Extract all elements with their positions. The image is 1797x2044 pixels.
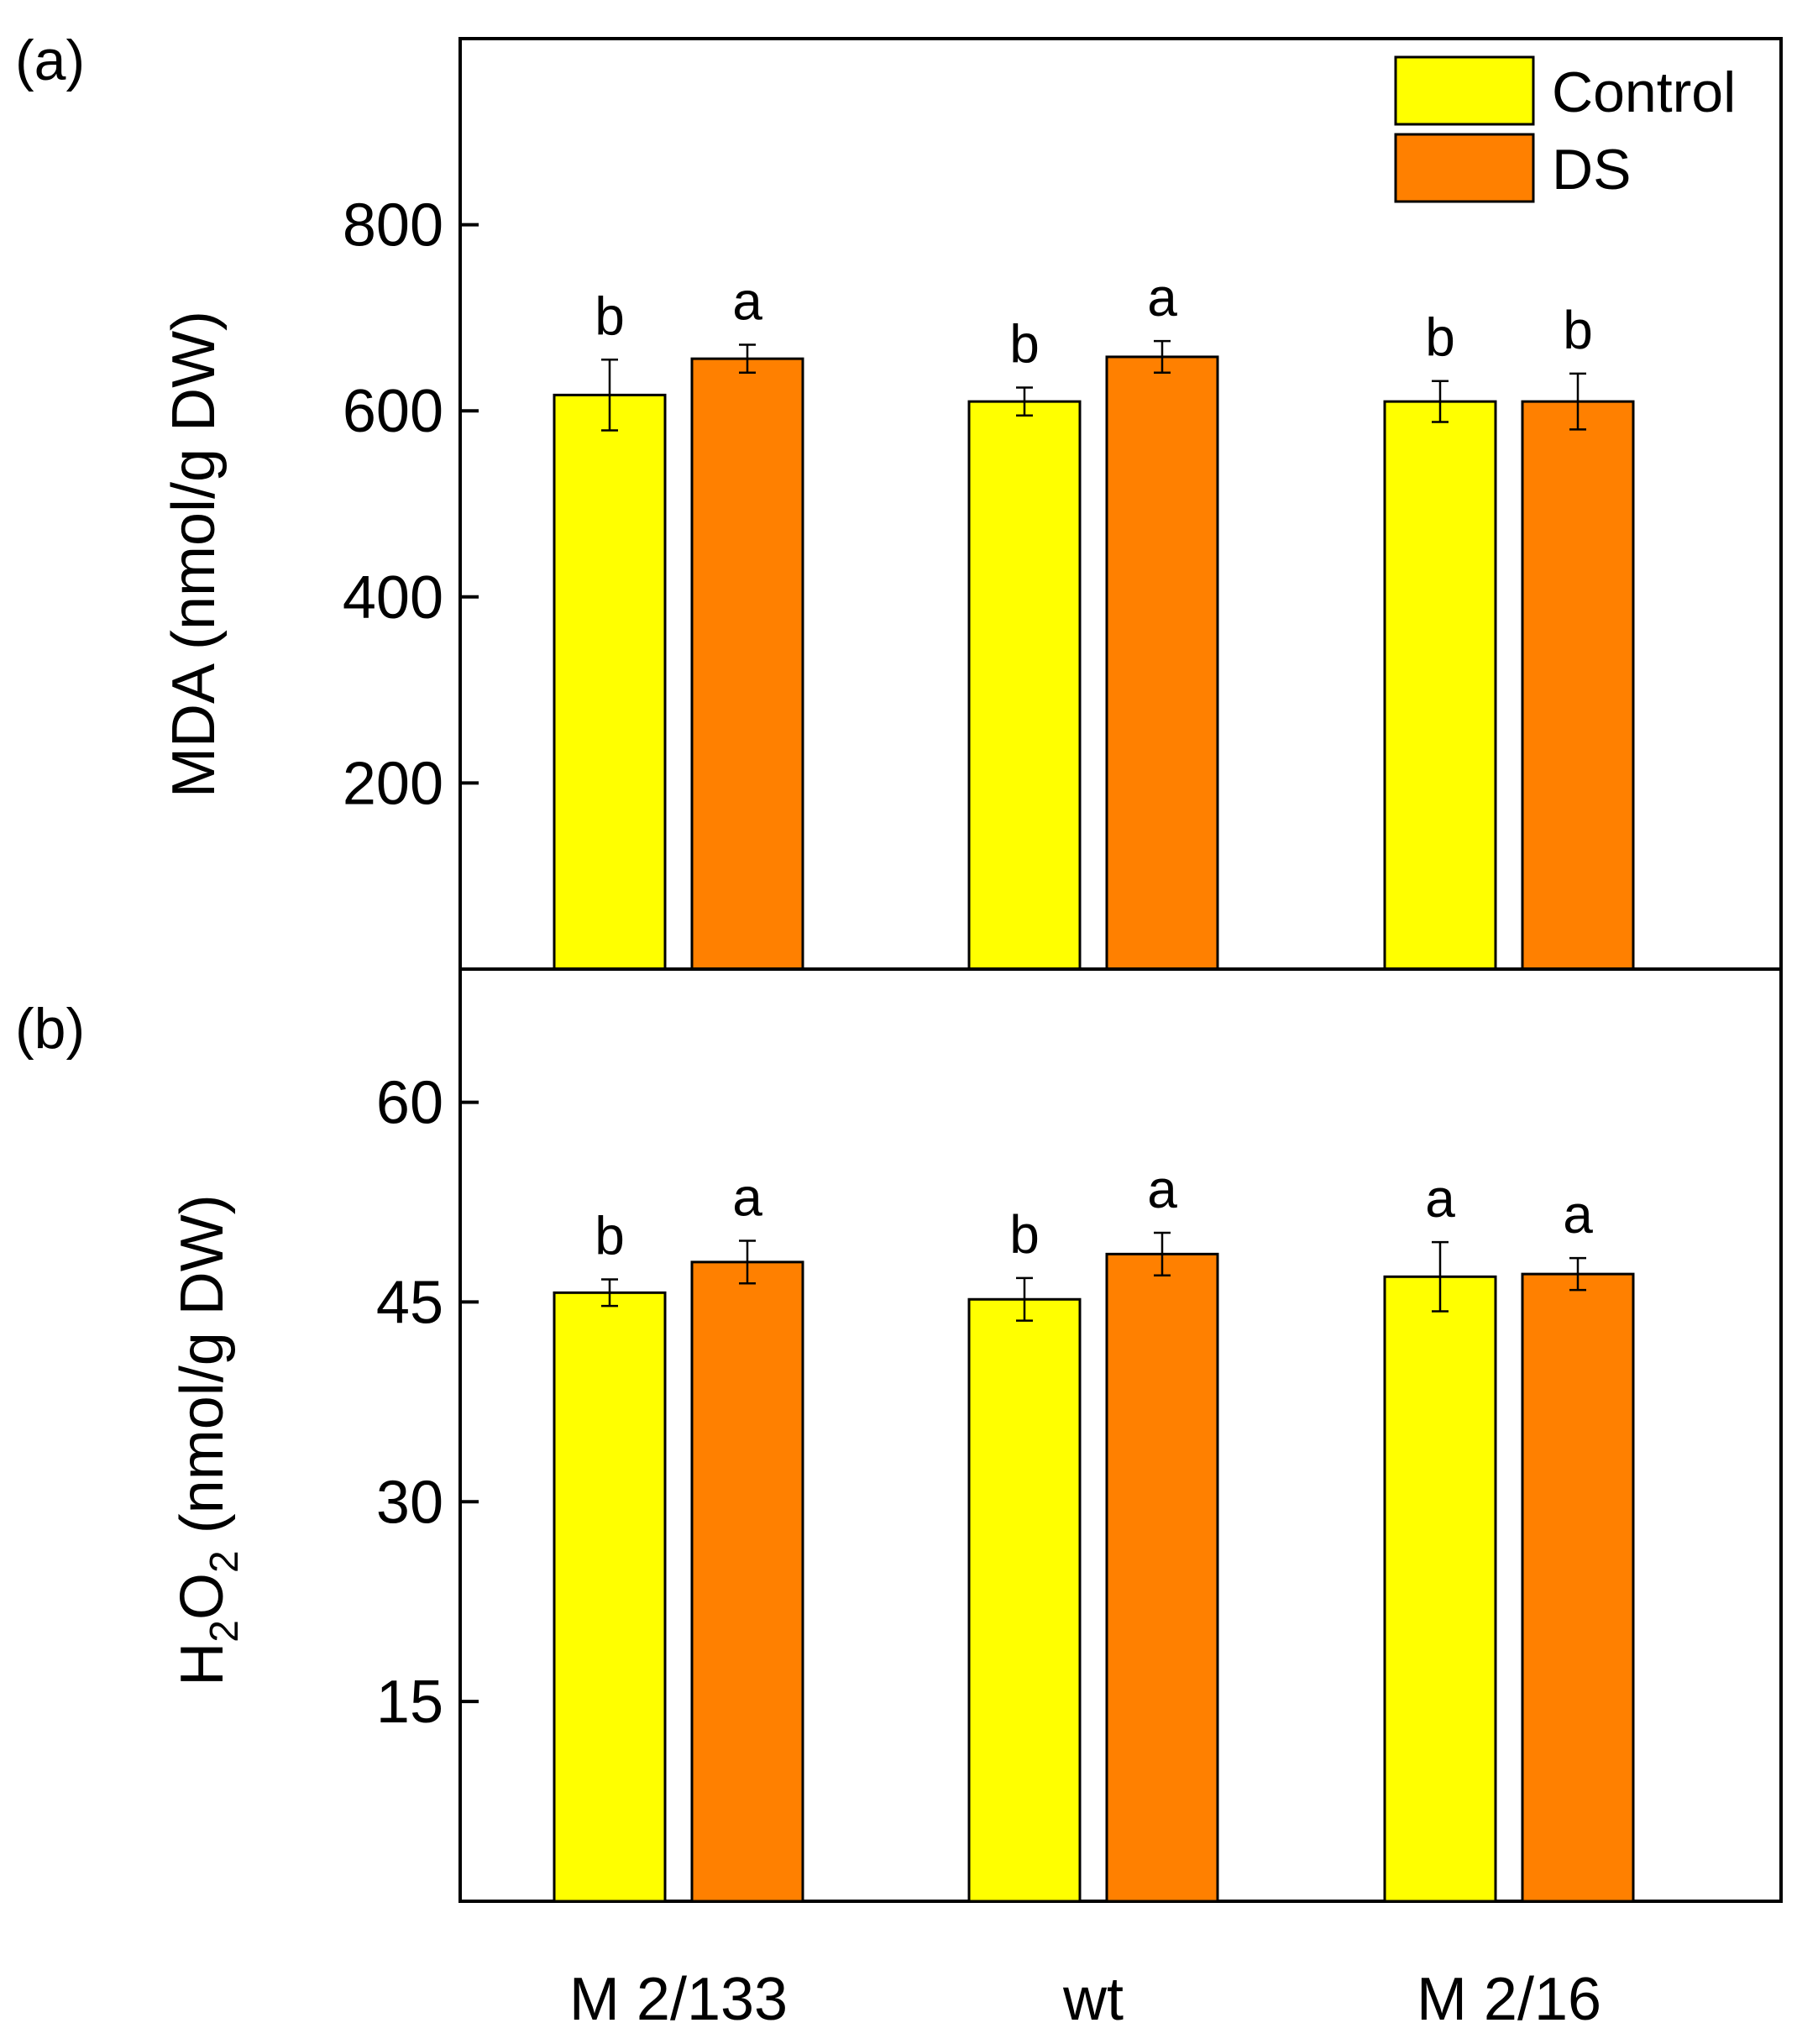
panel-b-y-axis: 15 30 45 60 xyxy=(376,1070,479,1736)
panel-b-y-axis-label-sub2: 2 xyxy=(202,1550,247,1573)
x-category-label-wt: wt xyxy=(1062,1966,1124,2033)
panel-b-ds-m-2-16-bar xyxy=(1521,1272,1635,1903)
panel-b-control-m-2-16-error-bar xyxy=(1432,1240,1449,1313)
panel-b-ds-m-2-133-bar xyxy=(690,1260,804,1903)
panel-b-control-wt-error-bar xyxy=(1016,1276,1033,1322)
panel-b-y-axis-label-sub1: 2 xyxy=(202,1620,247,1643)
panel-b-ds-wt-error-bar xyxy=(1154,1231,1171,1276)
panel-a-ds-m-2-133-error-bar xyxy=(739,343,756,375)
legend-label-control: Control xyxy=(1552,60,1736,124)
panel-a-label: (a) xyxy=(15,29,85,92)
panel-a-y-tick-label-800: 800 xyxy=(343,192,443,259)
panel-a-y-tick-label-200: 200 xyxy=(343,750,443,817)
panel-b-control-wt-significance-letter: b xyxy=(1009,1204,1040,1265)
panel-a-control-m-2-133-error-bar xyxy=(601,359,618,432)
panel-b-y-axis-label: H2O2 (nmol/g DW) xyxy=(169,1194,247,1685)
panel-a-ds-m-2-133-significance-letter: a xyxy=(732,271,762,332)
panel-b-ds-wt-significance-letter: a xyxy=(1147,1159,1177,1219)
legend-swatch-control xyxy=(1394,55,1535,126)
panel-a-control-m-2-133-significance-letter: b xyxy=(595,286,625,346)
panel-a-y-tick-label-400: 400 xyxy=(343,564,443,632)
panel-b-label: (b) xyxy=(15,997,85,1061)
panel-b-y-axis-label-h: H xyxy=(169,1643,236,1686)
panel-b-y-tick-label-15: 15 xyxy=(376,1669,443,1736)
panel-b-ds-wt-bar xyxy=(1105,1252,1219,1903)
panel-a-bars: b b ba ab xyxy=(553,267,1635,971)
panel-a-ds-wt-significance-letter: a xyxy=(1147,267,1177,328)
panel-b-control-m-2-133-bar xyxy=(553,1291,667,1903)
panel-b-control-wt-bar xyxy=(967,1297,1082,1903)
panel-a-ds-wt-bar xyxy=(1105,355,1219,971)
panel-b-y-axis-label-units: (nmol/g DW) xyxy=(169,1194,236,1550)
x-category-label-m2-133: M 2/133 xyxy=(569,1966,788,2033)
legend: Control DS xyxy=(1394,55,1736,203)
panel-b-ds-m-2-16-significance-letter: a xyxy=(1563,1184,1593,1245)
panel-a-y-axis: 200 400 600 800 xyxy=(343,192,479,817)
panel-b-ds-m-2-133-error-bar xyxy=(739,1240,756,1285)
panel-a-ds-m-2-16-error-bar xyxy=(1569,372,1586,431)
panel-a-ds-m-2-133-bar xyxy=(690,357,804,971)
panel-a-ds-m-2-16-significance-letter: b xyxy=(1563,300,1593,360)
panel-a-control-wt-error-bar xyxy=(1016,386,1033,417)
panel-b-control-m-2-16-bar xyxy=(1383,1275,1497,1903)
panel-a-control-wt-significance-letter: b xyxy=(1009,314,1040,375)
panel-a-y-axis-label: MDA (nmol/g DW) xyxy=(160,311,228,798)
panel-b-control-m-2-133-error-bar xyxy=(601,1278,618,1308)
panel-a-control-wt-bar xyxy=(967,400,1082,971)
panel-b-y-tick-label-30: 30 xyxy=(376,1469,443,1536)
legend-label-ds: DS xyxy=(1552,138,1631,202)
panel-a-control-m-2-16-significance-letter: b xyxy=(1425,307,1455,368)
panel-a-ds-m-2-16-bar xyxy=(1521,400,1635,971)
panel-b-y-tick-label-45: 45 xyxy=(376,1269,443,1336)
x-category-label-m2-16: M 2/16 xyxy=(1417,1966,1601,2033)
panel-a-control-m-2-16-bar xyxy=(1383,400,1497,971)
panel-a-control-m-2-16-error-bar xyxy=(1432,380,1449,423)
panel-a-y-tick-label-600: 600 xyxy=(343,378,443,445)
panel-b-control-m-2-133-significance-letter: b xyxy=(595,1205,625,1266)
panel-a-control-m-2-133-bar xyxy=(553,393,667,971)
legend-swatch-ds xyxy=(1394,133,1535,203)
panel-b-y-tick-label-60: 60 xyxy=(376,1070,443,1137)
panel-b-ds-m-2-16-error-bar xyxy=(1569,1256,1586,1292)
panel-b-ds-m-2-133-significance-letter: a xyxy=(732,1166,762,1227)
x-axis-categories: M 2/133 wt M 2/16 xyxy=(569,1966,1601,2033)
panel-b-bars: b baa a a xyxy=(553,1159,1635,1903)
panel-a-ds-wt-error-bar xyxy=(1154,339,1171,375)
panel-b-control-m-2-16-significance-letter: a xyxy=(1425,1168,1455,1229)
panel-b-y-axis-label-o: O xyxy=(169,1573,236,1620)
